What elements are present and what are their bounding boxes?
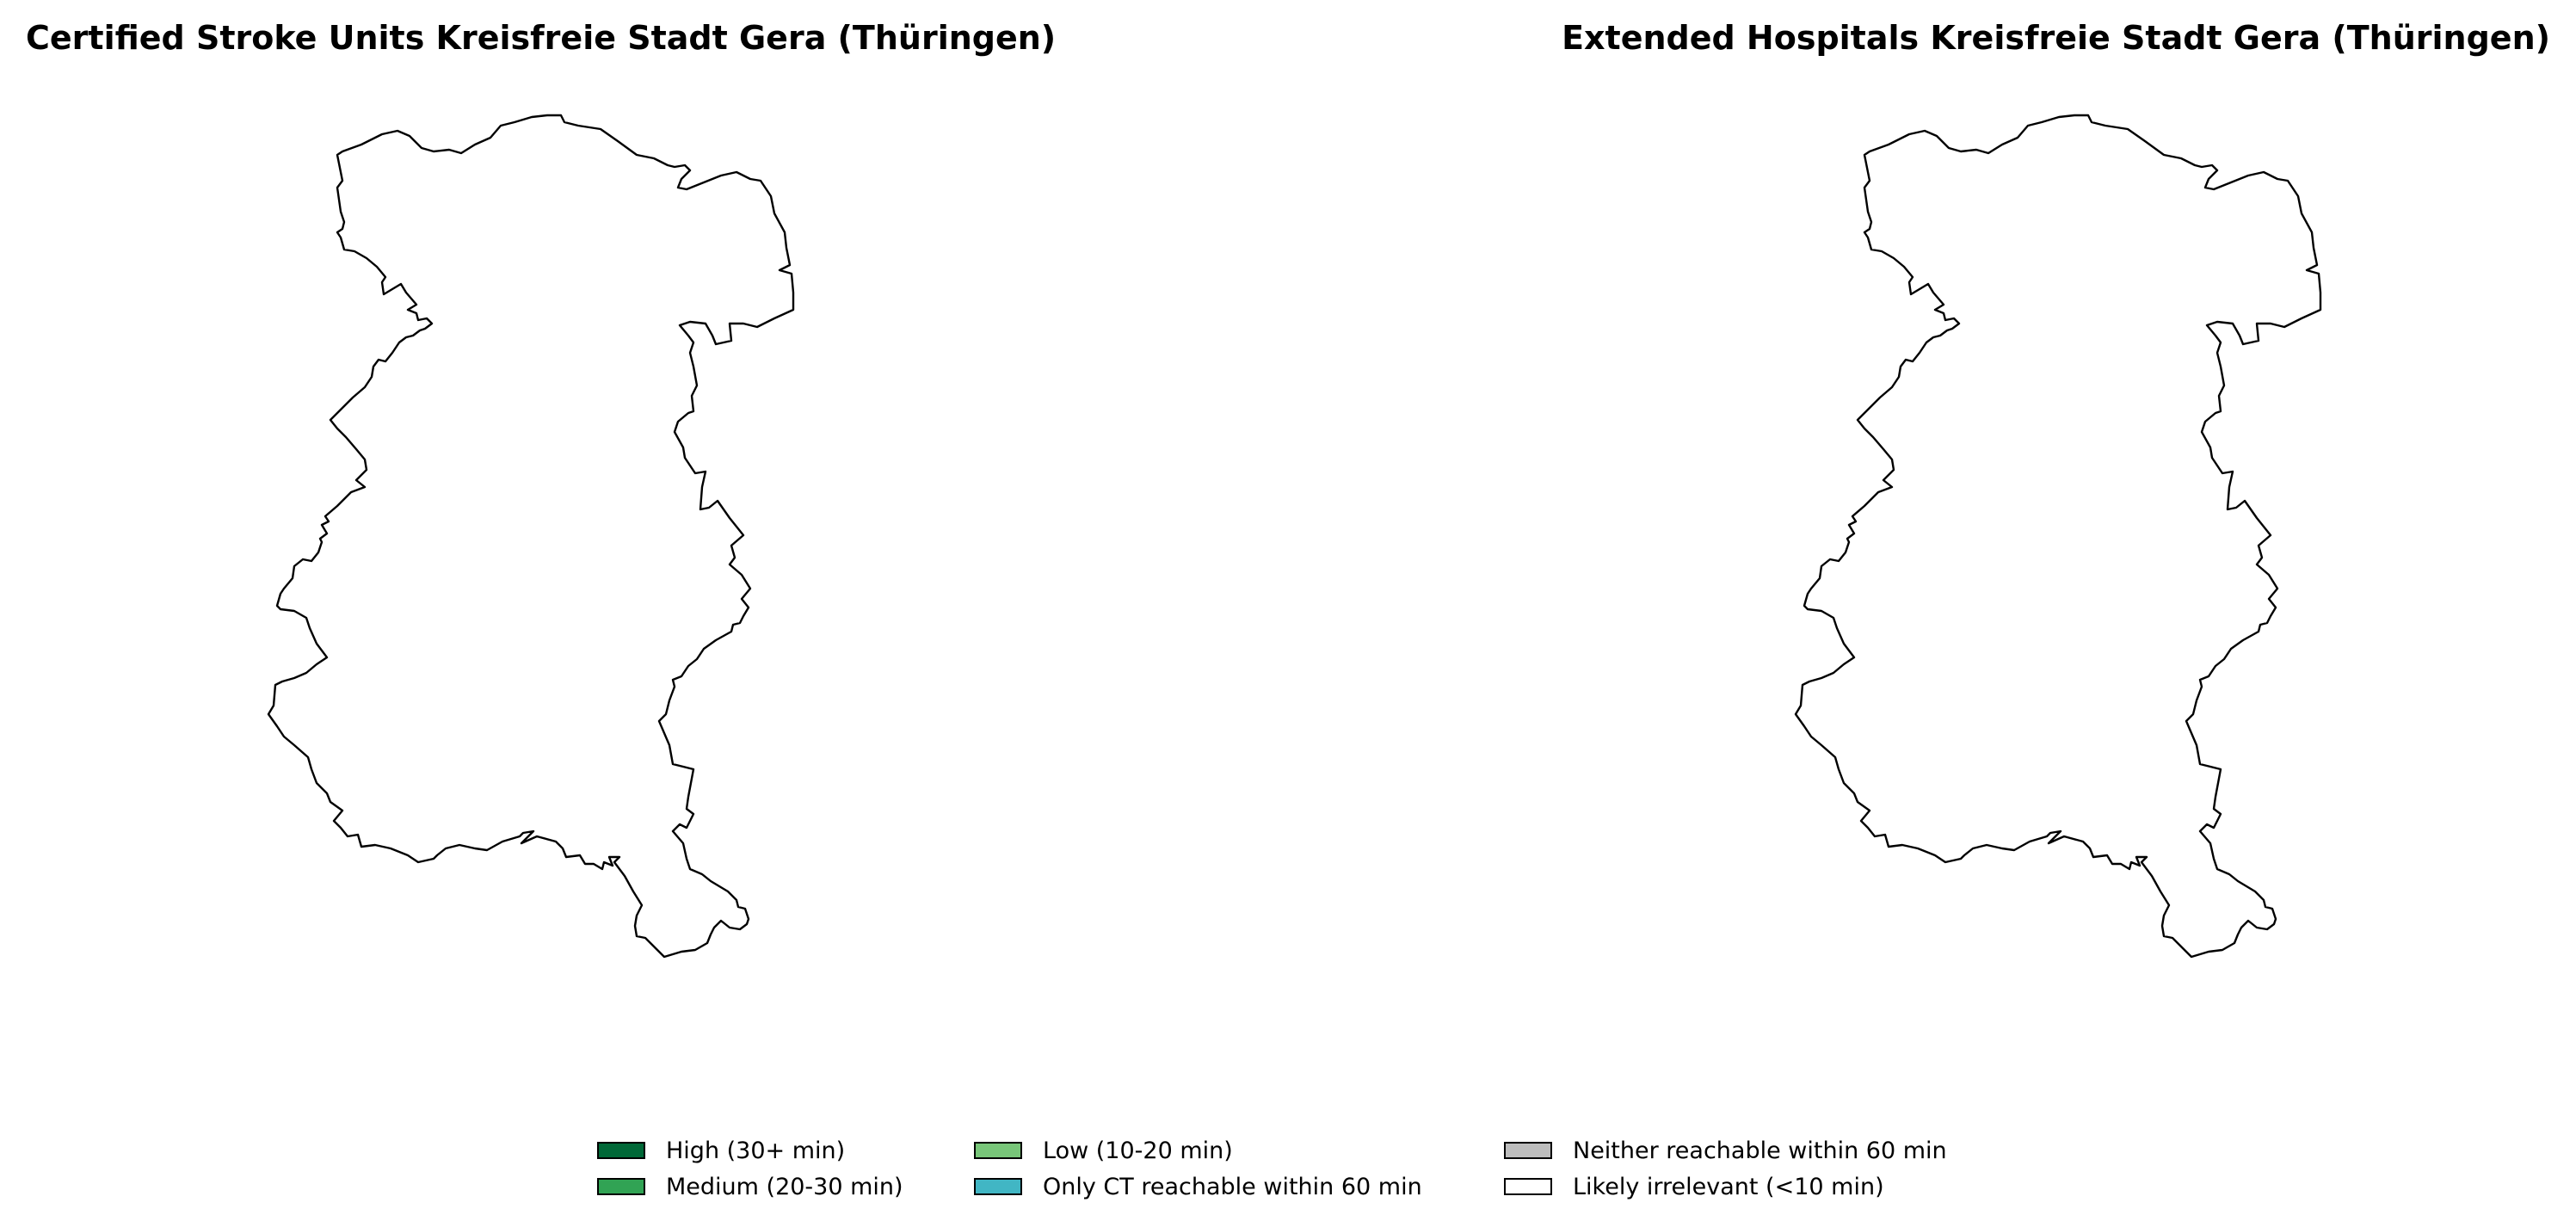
map-legend: High (30+ min) Medium (20-30 min) Low (1… <box>597 1132 2043 1218</box>
legend-label-ct-only: Only CT reachable within 60 min <box>1043 1173 1422 1200</box>
right-map-title: Extended Hospitals Kreisfreie Stadt Gera… <box>1562 19 2550 57</box>
legend-swatch-high <box>597 1142 645 1159</box>
legend-label-neither: Neither reachable within 60 min <box>1573 1137 1947 1164</box>
left-map-canvas <box>267 114 795 959</box>
legend-label-low: Low (10-20 min) <box>1043 1137 1233 1164</box>
legend-item-low: Low (10-20 min) <box>974 1132 1233 1169</box>
legend-swatch-neither <box>1504 1142 1552 1159</box>
right-map-canvas <box>1794 114 2322 959</box>
legend-label-irrelevant: Likely irrelevant (<10 min) <box>1573 1173 1884 1200</box>
legend-swatch-low <box>974 1142 1022 1159</box>
right-map-panel <box>1288 0 2576 1119</box>
gera-boundary-outline <box>267 114 795 959</box>
legend-item-irrelevant: Likely irrelevant (<10 min) <box>1504 1169 1884 1205</box>
legend-swatch-irrelevant <box>1504 1178 1552 1195</box>
legend-item-high: High (30+ min) <box>597 1132 845 1169</box>
legend-label-high: High (30+ min) <box>666 1137 846 1164</box>
legend-swatch-medium <box>597 1178 645 1195</box>
legend-item-neither: Neither reachable within 60 min <box>1504 1132 1947 1169</box>
legend-swatch-ct-only <box>974 1178 1022 1195</box>
legend-item-ct-only: Only CT reachable within 60 min <box>974 1169 1422 1205</box>
legend-item-medium: Medium (20-30 min) <box>597 1169 903 1205</box>
left-map-title: Certified Stroke Units Kreisfreie Stadt … <box>26 19 1057 57</box>
legend-label-medium: Medium (20-30 min) <box>666 1173 903 1200</box>
gera-boundary-outline <box>1794 114 2322 959</box>
left-map-panel <box>0 0 1288 1119</box>
